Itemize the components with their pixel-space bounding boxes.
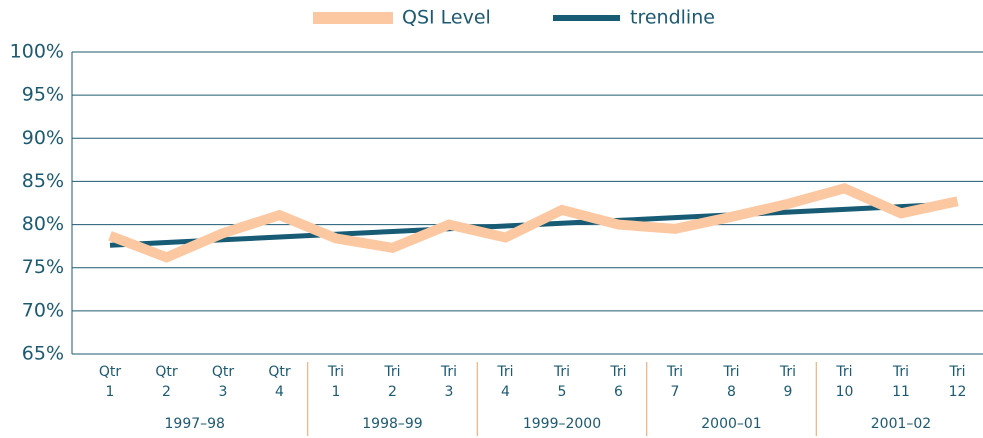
- x-tick-label: Qtr: [99, 364, 122, 380]
- group-label: 2001–02: [871, 416, 931, 432]
- x-tick-label: 9: [784, 384, 793, 400]
- x-tick-label: Tri: [666, 364, 683, 380]
- x-tick-label: 1: [332, 384, 341, 400]
- y-tick-label: 80%: [22, 213, 64, 235]
- x-tick-label: Tri: [892, 364, 909, 380]
- x-tick-label: 3: [219, 384, 228, 400]
- legend-label: QSI Level: [402, 7, 491, 29]
- x-tick-label: 11: [892, 384, 910, 400]
- x-tick-label: Qtr: [155, 364, 178, 380]
- x-tick-label: 10: [836, 384, 854, 400]
- group-label: 1998–99: [362, 416, 422, 432]
- x-tick-label: Qtr: [268, 364, 291, 380]
- x-tick-label: Tri: [722, 364, 739, 380]
- y-tick-label: 70%: [22, 299, 64, 321]
- y-tick-label: 85%: [22, 170, 64, 192]
- group-label: 1999–2000: [523, 416, 601, 432]
- y-tick-label: 95%: [22, 84, 64, 106]
- x-tick-label: 2: [388, 384, 397, 400]
- group-label: 2000–01: [701, 416, 761, 432]
- series-line: [108, 183, 959, 263]
- x-tick-label: Tri: [948, 364, 965, 380]
- x-tick-label: 8: [727, 384, 736, 400]
- x-tick-label: Qtr: [212, 364, 235, 380]
- y-tick-label: 100%: [10, 41, 64, 63]
- x-tick-label: Tri: [779, 364, 796, 380]
- y-tick-label: 65%: [22, 343, 64, 365]
- x-tick-label: Tri: [383, 364, 400, 380]
- x-tick-label: 12: [949, 384, 967, 400]
- x-tick-label: 4: [275, 384, 284, 400]
- x-tick-label: Tri: [835, 364, 852, 380]
- y-tick-label: 75%: [22, 256, 64, 278]
- x-tick-label: 5: [558, 384, 567, 400]
- x-tick-label: Tri: [440, 364, 457, 380]
- x-tick-label: 4: [501, 384, 510, 400]
- x-tick-label: Tri: [327, 364, 344, 380]
- x-tick-label: 3: [445, 384, 454, 400]
- legend-label: trendline: [630, 7, 715, 29]
- x-tick-label: Tri: [553, 364, 570, 380]
- x-tick-label: 6: [614, 384, 623, 400]
- x-tick-label: 1: [106, 384, 115, 400]
- group-label: 1997–98: [165, 416, 225, 432]
- x-tick-label: Tri: [609, 364, 626, 380]
- x-tick-label: 7: [671, 384, 680, 400]
- x-tick-label: Tri: [496, 364, 513, 380]
- y-tick-label: 90%: [22, 127, 64, 149]
- x-tick-label: 2: [162, 384, 171, 400]
